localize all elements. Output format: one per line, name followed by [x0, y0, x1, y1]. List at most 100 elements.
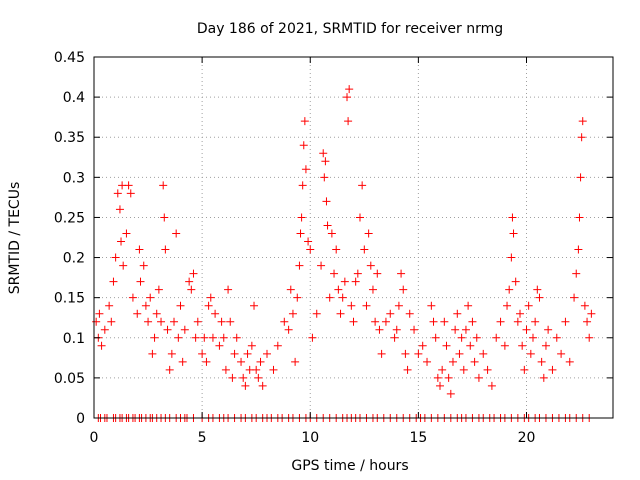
data-point: [375, 325, 384, 334]
data-point: [202, 357, 211, 366]
data-point: [119, 261, 128, 270]
data-point: [124, 181, 133, 190]
data-point: [165, 365, 174, 374]
data-point: [180, 325, 189, 334]
axis-ticks: [93, 56, 613, 419]
data-point: [500, 341, 509, 350]
data-point: [496, 317, 505, 326]
data-point: [347, 301, 356, 310]
data-point: [444, 373, 453, 382]
data-point: [122, 229, 131, 238]
data-point: [92, 317, 101, 326]
data-point: [219, 333, 228, 342]
data-point: [457, 333, 466, 342]
data-point: [256, 357, 265, 366]
data-point: [293, 293, 302, 302]
data-point: [577, 133, 586, 142]
data-point: [508, 213, 517, 222]
data-point: [548, 365, 557, 374]
data-point: [505, 285, 514, 294]
data-point: [178, 357, 187, 366]
data-point: [583, 317, 592, 326]
data-point: [148, 349, 157, 358]
data-point: [446, 389, 455, 398]
y-tick-label: 0.1: [63, 331, 85, 347]
data-point: [552, 333, 561, 342]
data-point: [518, 341, 527, 350]
data-point: [306, 245, 315, 254]
data-point: [298, 181, 307, 190]
y-axis-label: SRMTID / TECUs: [7, 182, 23, 295]
data-point: [146, 293, 155, 302]
data-point: [451, 325, 460, 334]
data-point: [109, 277, 118, 286]
data-point: [364, 229, 373, 238]
data-point: [263, 349, 271, 358]
data-point: [570, 293, 579, 302]
x-tick-labels: 0 5 10 15 20: [90, 430, 536, 446]
data-point: [332, 245, 341, 254]
data-point: [418, 341, 427, 350]
data-point: [392, 325, 401, 334]
data-point: [221, 365, 230, 374]
data-point: [296, 229, 305, 238]
data-point: [343, 93, 352, 102]
data-point: [189, 269, 198, 278]
y-tick-labels: 0 0.05 0.1 0.15 0.2 0.25 0.3 0.35 0.4 0.45: [54, 50, 85, 427]
data-point: [507, 253, 516, 262]
data-point: [442, 341, 451, 350]
data-point: [215, 341, 224, 350]
data-point: [427, 301, 436, 310]
data-point: [141, 301, 150, 310]
data-point: [128, 293, 137, 302]
y-tick-label: 0: [76, 411, 85, 427]
data-point: [174, 333, 183, 342]
data-point: [191, 333, 200, 342]
data-point: [226, 317, 235, 326]
data-point: [403, 365, 412, 374]
data-point: [572, 269, 581, 278]
data-point: [172, 229, 181, 238]
data-point: [299, 141, 308, 150]
data-point: [535, 293, 544, 302]
data-point: [492, 333, 501, 342]
data-point: [578, 117, 587, 126]
x-tick-label: 10: [301, 430, 319, 446]
y-tick-label: 0.35: [54, 130, 85, 146]
data-point: [280, 317, 289, 326]
x-tick-label: 15: [409, 430, 427, 446]
y-tick-label: 0.05: [54, 371, 85, 387]
data-point: [526, 349, 535, 358]
data-point: [401, 349, 410, 358]
data-point: [117, 237, 126, 246]
data-point: [455, 349, 464, 358]
data-point: [206, 293, 215, 302]
data-point: [575, 213, 584, 222]
data-point: [97, 341, 106, 350]
data-point: [320, 173, 329, 182]
data-point: [319, 149, 328, 158]
data-point: [516, 309, 525, 318]
data-point: [340, 277, 349, 286]
data-point: [381, 317, 390, 326]
chart-title: Day 186 of 2021, SRMTID for receiver nrm…: [197, 21, 503, 37]
data-point: [193, 317, 202, 326]
data-point: [159, 181, 168, 190]
data-point: [405, 309, 414, 318]
y-tick-label: 0.2: [63, 251, 85, 267]
data-point: [531, 317, 540, 326]
plot-frame: [93, 56, 614, 419]
data-point: [539, 373, 548, 382]
data-point: [321, 157, 330, 166]
data-point: [438, 365, 447, 374]
data-point: [366, 261, 375, 270]
data-point: [230, 349, 239, 358]
data-point: [433, 373, 442, 382]
data-point: [474, 373, 483, 382]
data-point: [528, 333, 537, 342]
data-point: [336, 309, 345, 318]
data-point: [286, 285, 295, 294]
data-points: [92, 85, 596, 422]
data-point: [144, 317, 153, 326]
